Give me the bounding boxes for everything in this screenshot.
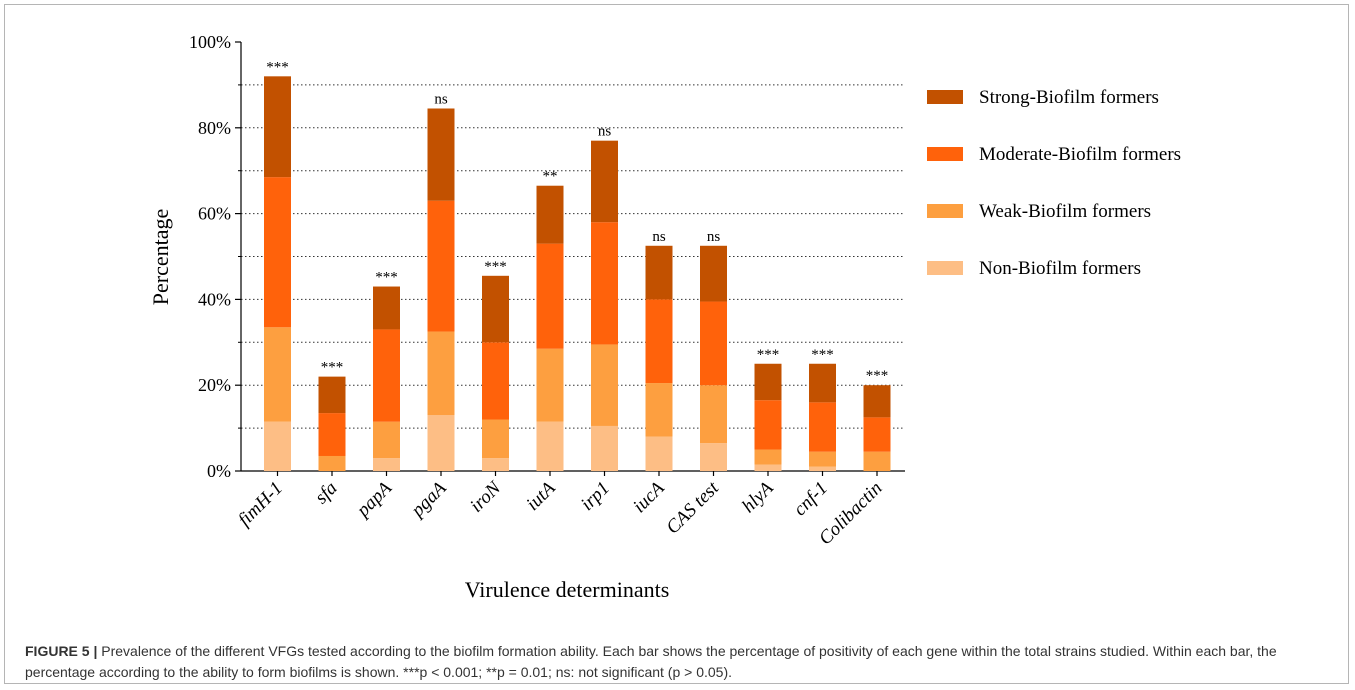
bar-segment xyxy=(809,363,836,403)
bar-segment xyxy=(536,421,564,471)
bar-segment xyxy=(536,243,564,349)
bar-segment xyxy=(754,363,782,401)
legend-swatch xyxy=(927,204,963,218)
caption-text: Prevalence of the different VFGs tested … xyxy=(25,643,1277,680)
bar-segment xyxy=(809,451,836,467)
bar-segment xyxy=(809,402,836,452)
bar-segment xyxy=(863,417,891,452)
legend-label: Non-Biofilm formers xyxy=(979,258,1141,279)
bar-segment xyxy=(700,443,727,471)
bar-segment xyxy=(373,329,400,422)
bar-segment xyxy=(754,464,782,471)
x-tick-label: fimH-1 xyxy=(234,478,287,531)
stacked-bar-chart: 0% 20% 40% 60% 80% 100% *** fimH-1 *** sfa *** papA… xyxy=(148,32,1181,602)
bar-segment xyxy=(863,451,891,471)
bar-segment xyxy=(591,140,618,223)
significance-label: ns xyxy=(652,229,666,245)
significance-label: *** xyxy=(757,347,780,363)
significance-label: ** xyxy=(543,169,558,185)
bar-segment xyxy=(754,449,782,465)
legend-swatch xyxy=(927,90,963,104)
bar-segment xyxy=(264,327,291,422)
x-tick-label: cnf-1 xyxy=(790,478,832,520)
x-tick-label: iucA xyxy=(629,477,669,517)
bar-segment xyxy=(645,299,673,384)
significance-label: *** xyxy=(321,360,344,376)
y-tick-label: 40% xyxy=(198,289,231,309)
bar-segment xyxy=(482,275,509,343)
bar-segment xyxy=(645,245,673,300)
y-tick-label: 0% xyxy=(207,461,231,481)
significance-label: ns xyxy=(434,91,448,107)
bar-segment xyxy=(482,342,509,420)
bar-segment xyxy=(264,421,291,471)
legend-label: Moderate-Biofilm formers xyxy=(979,144,1181,165)
x-tick-label: iroN xyxy=(466,477,506,517)
bar-segment xyxy=(373,458,400,471)
legend-swatch xyxy=(927,261,963,275)
bar-segment xyxy=(427,415,455,471)
significance-label: ns xyxy=(707,229,721,245)
y-axis-title: Percentage xyxy=(148,209,173,306)
bar-segment xyxy=(809,466,836,471)
bar-segment xyxy=(754,400,782,450)
bar-segment xyxy=(591,425,618,471)
y-tick-label: 100% xyxy=(189,32,231,52)
x-tick-label: hlyA xyxy=(738,477,778,517)
x-tick-label: pgaA xyxy=(406,477,451,522)
bar-segment xyxy=(373,421,400,459)
figure-caption: FIGURE 5 | Prevalence of the different V… xyxy=(25,641,1335,683)
legend-label: Weak-Biofilm formers xyxy=(979,201,1151,222)
bar-segment xyxy=(536,185,564,244)
figure-frame: 0% 20% 40% 60% 80% 100% *** fimH-1 *** sfa *** papA… xyxy=(4,4,1349,684)
bar-segment xyxy=(264,76,291,178)
significance-label: *** xyxy=(484,259,507,275)
bar-segment xyxy=(427,108,455,201)
x-tick-label: iutA xyxy=(522,477,560,515)
y-tick-label: 60% xyxy=(198,204,231,224)
significance-label: *** xyxy=(266,59,289,75)
y-tick-label: 80% xyxy=(198,118,231,138)
bar-segment xyxy=(264,177,291,328)
bar-segment xyxy=(645,436,673,471)
bar-segment xyxy=(591,222,618,345)
x-tick-label: papA xyxy=(351,477,396,522)
bar-segment xyxy=(482,419,509,459)
bar-segment xyxy=(645,383,673,437)
bar-segment xyxy=(318,413,346,456)
bar-segment xyxy=(863,385,891,418)
bar-segment xyxy=(318,376,346,414)
bar-segment xyxy=(373,286,400,330)
legend-swatch xyxy=(927,147,963,161)
bar-segment xyxy=(427,200,455,332)
bar-segment xyxy=(700,301,727,386)
significance-label: *** xyxy=(811,347,834,363)
significance-label: *** xyxy=(375,270,398,286)
x-tick-label: CAS test xyxy=(662,477,723,538)
significance-label: ns xyxy=(598,124,612,140)
legend-label: Strong-Biofilm formers xyxy=(979,87,1159,108)
bar-segment xyxy=(700,385,727,444)
x-tick-label: sfa xyxy=(311,478,342,509)
bar-segment xyxy=(536,348,564,422)
bar-segment xyxy=(591,344,618,426)
significance-label: *** xyxy=(866,368,889,384)
bar-segment xyxy=(318,455,346,471)
bar-segment xyxy=(482,458,509,471)
caption-label: FIGURE 5 | xyxy=(25,643,98,659)
y-tick-label: 20% xyxy=(198,375,231,395)
bar-segment xyxy=(427,331,455,416)
x-tick-label: irp1 xyxy=(577,478,614,515)
bar-segment xyxy=(700,245,727,302)
x-axis-title: Virulence determinants xyxy=(465,577,670,602)
